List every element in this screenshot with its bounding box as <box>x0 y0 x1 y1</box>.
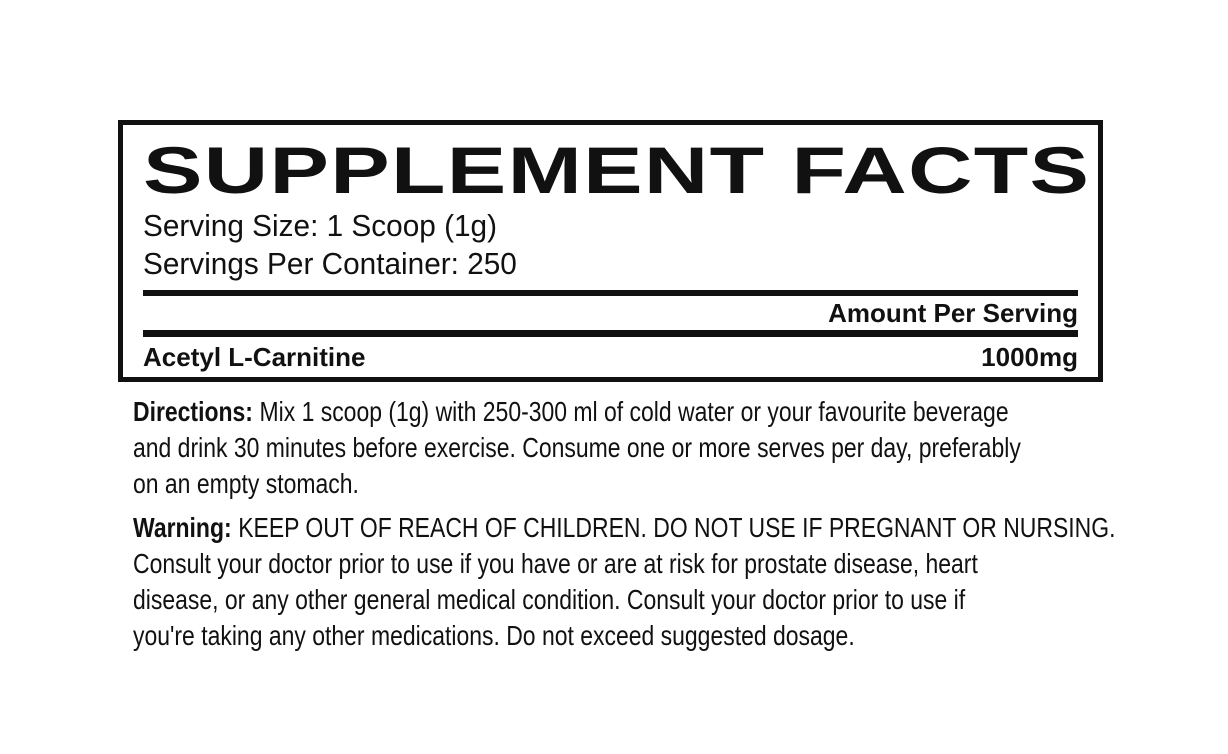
supplement-facts-panel: SUPPLEMENT FACTS Serving Size: 1 Scoop (… <box>118 120 1103 382</box>
warning-paragraph: Warning: KEEP OUT OF REACH OF CHILDREN. D… <box>133 510 1115 654</box>
directions-label: Directions: <box>133 396 253 427</box>
panel-title: SUPPLEMENT FACTS <box>143 133 1091 207</box>
directions-line-text: Mix 1 scoop (1g) with 250-300 ml of cold… <box>259 396 1009 427</box>
thick-rule-top <box>143 290 1078 296</box>
amount-per-serving-header: Amount Per Serving <box>828 298 1078 328</box>
warning-line: Warning: KEEP OUT OF REACH OF CHILDREN. D… <box>133 510 1115 546</box>
servings-per-container-line: Servings Per Container: 250 <box>143 246 517 281</box>
warning-line-text: KEEP OUT OF REACH OF CHILDREN. DO NOT US… <box>238 512 1116 543</box>
warning-label: Warning: <box>133 512 232 543</box>
thick-rule-bottom <box>143 330 1078 337</box>
ingredient-name: Acetyl L-Carnitine <box>143 342 366 372</box>
directions-line: and drink 30 minutes before exercise. Co… <box>133 432 1021 463</box>
directions-line: Directions: Mix 1 scoop (1g) with 250-300… <box>133 394 1073 430</box>
serving-size-line: Serving Size: 1 Scoop (1g) <box>143 208 497 243</box>
ingredient-row: Acetyl L-Carnitine 1000mg <box>143 337 1078 377</box>
ingredient-amount: 1000mg <box>981 342 1078 372</box>
directions-line: on an empty stomach. <box>133 468 359 499</box>
supplement-label: SUPPLEMENT FACTS Serving Size: 1 Scoop (… <box>118 120 1115 654</box>
warning-line: Consult your doctor prior to use if you … <box>133 548 978 579</box>
warning-line: disease, or any other general medical co… <box>133 584 966 615</box>
warning-line: you're taking any other medications. Do … <box>133 620 855 651</box>
directions-paragraph: Directions: Mix 1 scoop (1g) with 250-300… <box>133 394 1073 502</box>
serving-info: Serving Size: 1 Scoop (1g) Servings Per … <box>143 207 1041 283</box>
